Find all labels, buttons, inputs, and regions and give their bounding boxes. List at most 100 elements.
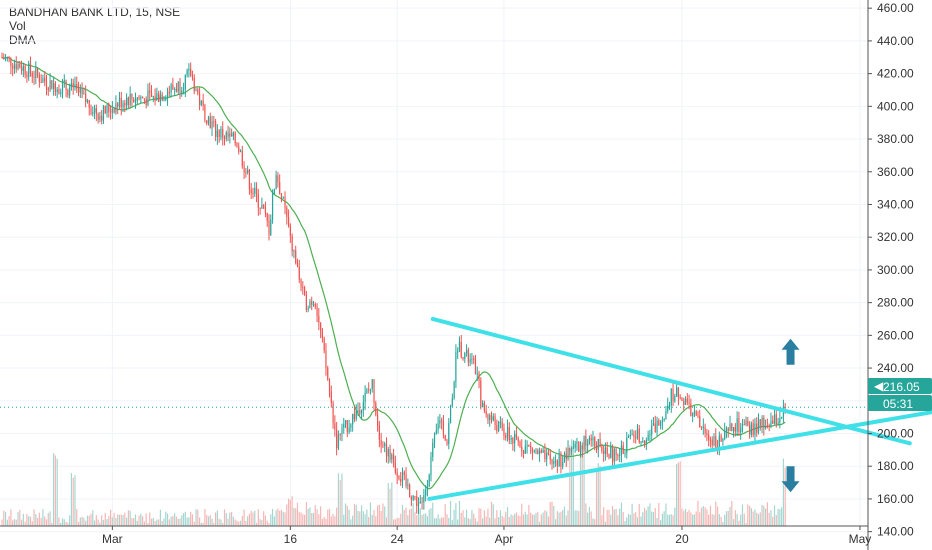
- volume-bar: [384, 506, 386, 526]
- time-axis[interactable]: Mar 16 24 Apr 20 May: [0, 525, 871, 546]
- volume-bar: [111, 517, 113, 526]
- volume-bar: [645, 510, 647, 526]
- volume-bar: [31, 521, 33, 526]
- volume-bar: [779, 509, 781, 526]
- volume-bar: [583, 441, 585, 526]
- price-tick-label: 360.00: [877, 165, 914, 179]
- volume-bar: [421, 514, 423, 526]
- volume-bar: [316, 509, 318, 526]
- volume-bar: [560, 511, 562, 526]
- candle-body: [102, 105, 105, 121]
- volume-bar: [773, 505, 776, 526]
- candle-body: [161, 94, 163, 101]
- candle-body: [364, 392, 366, 403]
- volume-bar: [6, 519, 8, 526]
- candle-body: [309, 301, 311, 309]
- volume-bar: [766, 502, 768, 526]
- candle-body: [232, 132, 234, 137]
- volume-bar: [76, 509, 78, 526]
- candle-body: [8, 57, 10, 59]
- volume-bar: [692, 514, 694, 526]
- trendline-upper[interactable]: [430, 316, 912, 446]
- candle-body: [522, 451, 525, 454]
- candle-body: [772, 420, 774, 424]
- volume-bar: [296, 502, 299, 526]
- candle-body: [508, 427, 510, 441]
- candle-body: [81, 88, 83, 95]
- candle-body: [478, 373, 480, 381]
- candle-body: [517, 437, 519, 442]
- volume-bar: [510, 514, 512, 526]
- candle-body: [357, 410, 359, 412]
- candle-body: [549, 453, 551, 460]
- volume-bar: [204, 509, 206, 526]
- candle-body: [220, 128, 222, 138]
- candle-body: [184, 74, 186, 90]
- direction-arrows[interactable]: [781, 338, 800, 493]
- volume-bar: [394, 519, 396, 526]
- volume-bar: [626, 517, 628, 526]
- candle-body: [578, 441, 580, 452]
- volume-bar: [373, 510, 375, 526]
- volume-bar: [444, 504, 446, 526]
- volume-bar: [690, 512, 692, 526]
- arrow-up-icon[interactable]: [781, 338, 800, 365]
- volume-bar: [136, 520, 138, 526]
- candle-body: [667, 405, 669, 411]
- volume-bar: [624, 521, 626, 526]
- volume-bar: [549, 502, 551, 526]
- volume-bar: [496, 510, 498, 526]
- volume-bar: [494, 518, 496, 526]
- volume-bar: [469, 519, 471, 526]
- volume-bar: [261, 520, 263, 526]
- volume-bar: [423, 513, 425, 526]
- candle-body: [325, 350, 327, 368]
- candle-body: [665, 410, 667, 420]
- volume-bar: [67, 522, 69, 526]
- candle-body: [403, 472, 405, 475]
- candle-body: [617, 454, 619, 456]
- candle-body: [197, 89, 199, 94]
- candle-body: [79, 88, 81, 93]
- candle-body: [430, 456, 432, 476]
- price-axis[interactable]: 140.00160.00180.00200.00220.00240.00260.…: [867, 0, 914, 550]
- volume-bar: [677, 462, 679, 526]
- candle-body: [709, 439, 712, 441]
- volume-bar: [471, 509, 473, 526]
- trendlines[interactable]: [427, 316, 932, 501]
- candle-body: [133, 99, 135, 103]
- candle-body: [455, 352, 457, 382]
- volume-bar: [457, 519, 459, 526]
- volume-bar: [553, 505, 555, 526]
- candle-body: [656, 420, 658, 433]
- volume-bar: [448, 517, 450, 526]
- volume-bar: [490, 501, 493, 526]
- volume-bar: [619, 508, 621, 526]
- volume-bar: [567, 510, 569, 526]
- candle-body: [576, 441, 578, 444]
- volume-bar: [487, 508, 489, 526]
- price-badges: ◀ 216.05 05:31: [868, 378, 932, 411]
- candle-body: [330, 392, 332, 403]
- candle-body: [225, 132, 227, 139]
- volume-bar: [706, 509, 708, 526]
- candle-body: [158, 93, 160, 102]
- volume-bar: [191, 514, 194, 526]
- volume-bar: [579, 447, 582, 526]
- volume-bar: [245, 520, 247, 526]
- candle-body: [195, 89, 197, 92]
- volume-bar: [158, 519, 160, 526]
- trendline-lower[interactable]: [427, 410, 932, 501]
- arrow-down-icon[interactable]: [781, 466, 800, 493]
- candle-body: [442, 422, 445, 436]
- candle-body: [206, 120, 208, 124]
- candle-body: [476, 373, 478, 375]
- volume-bar: [451, 520, 453, 526]
- candle-body: [693, 411, 696, 414]
- candle-body: [35, 68, 37, 78]
- candle-body: [352, 413, 354, 425]
- volume-bar: [603, 507, 605, 526]
- candle-body: [647, 435, 649, 441]
- candle-body: [302, 287, 304, 289]
